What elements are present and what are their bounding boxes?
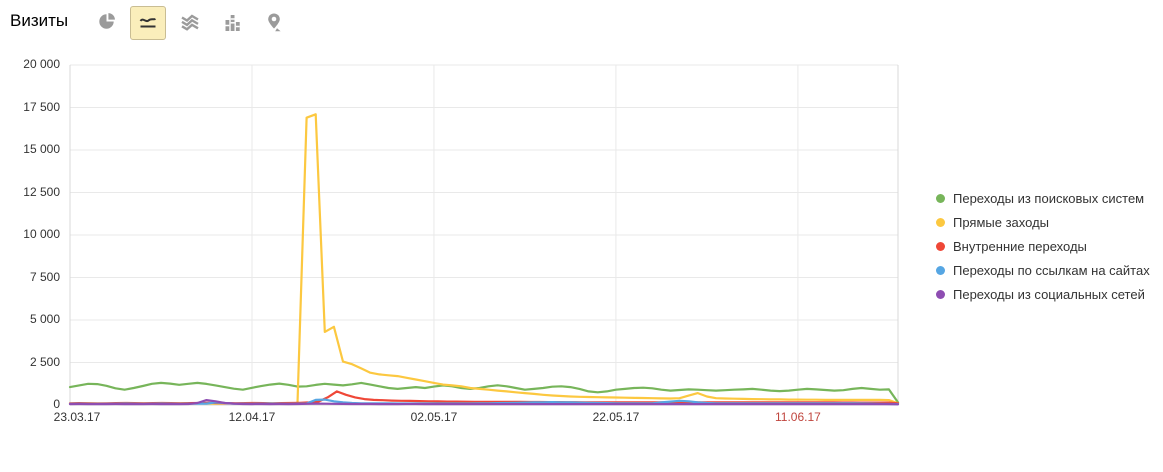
chart-type-columns-button[interactable]: [214, 6, 250, 40]
y-axis-label: 17 500: [23, 99, 60, 114]
x-axis-label: 11.06.17: [774, 410, 821, 424]
legend-dot: [936, 193, 945, 203]
chart-legend: Переходы из поисковых систем Прямые захо…: [936, 186, 1150, 306]
y-axis-label: 20 000: [23, 57, 60, 71]
chart-type-toolbar: [88, 6, 292, 40]
x-axis-label: 12.04.17: [228, 410, 276, 424]
legend-label: Внутренние переходы: [953, 238, 1087, 254]
series-line: [68, 381, 900, 404]
line-chart-icon: [138, 13, 158, 34]
map-pin-icon: [266, 12, 283, 35]
stacked-area-icon: [180, 13, 200, 34]
y-axis-label: 5 000: [29, 312, 60, 326]
legend-dot: [936, 217, 945, 227]
x-axis-label: 22.05.17: [592, 410, 640, 424]
pie-chart-icon: [97, 12, 116, 34]
chart-type-line-button[interactable]: [130, 6, 166, 40]
chart-type-pie-button[interactable]: [88, 6, 124, 40]
series-line: [68, 399, 900, 406]
legend-item-search[interactable]: Переходы из поисковых систем: [936, 186, 1150, 210]
y-axis-label: 2 500: [29, 354, 60, 369]
series-line: [68, 390, 900, 405]
page-title: Визиты: [10, 11, 69, 30]
chart-type-stacked-area-button[interactable]: [172, 6, 208, 40]
y-axis-label: 12 500: [23, 184, 60, 199]
series-line: [68, 113, 900, 405]
legend-item-internal[interactable]: Внутренние переходы: [936, 234, 1150, 258]
y-axis-label: 7 500: [29, 269, 60, 284]
legend-label: Переходы из поисковых систем: [953, 190, 1145, 206]
legend-label: Прямые заходы: [953, 214, 1050, 230]
x-axis-label: 02.05.17: [410, 410, 458, 424]
legend-label: Переходы из социальных сетей: [953, 286, 1145, 302]
legend-label: Переходы по ссылкам на сайтах: [953, 262, 1150, 278]
y-axis-label: 0: [53, 397, 60, 411]
legend-item-direct[interactable]: Прямые заходы: [936, 210, 1150, 234]
chart-type-map-button[interactable]: [256, 6, 292, 40]
legend-dot: [936, 265, 945, 275]
legend-item-site-links[interactable]: Переходы по ссылкам на сайтах: [936, 258, 1150, 282]
x-axis-label: 23.03.17: [53, 410, 101, 424]
legend-dot: [936, 241, 945, 251]
y-axis-label: 15 000: [23, 142, 60, 156]
legend-item-social[interactable]: Переходы из социальных сетей: [936, 282, 1150, 306]
line-chart-plot[interactable]: [68, 64, 900, 407]
legend-dot: [936, 289, 945, 299]
columns-chart-icon: [223, 13, 242, 34]
y-axis-label: 10 000: [23, 227, 60, 241]
